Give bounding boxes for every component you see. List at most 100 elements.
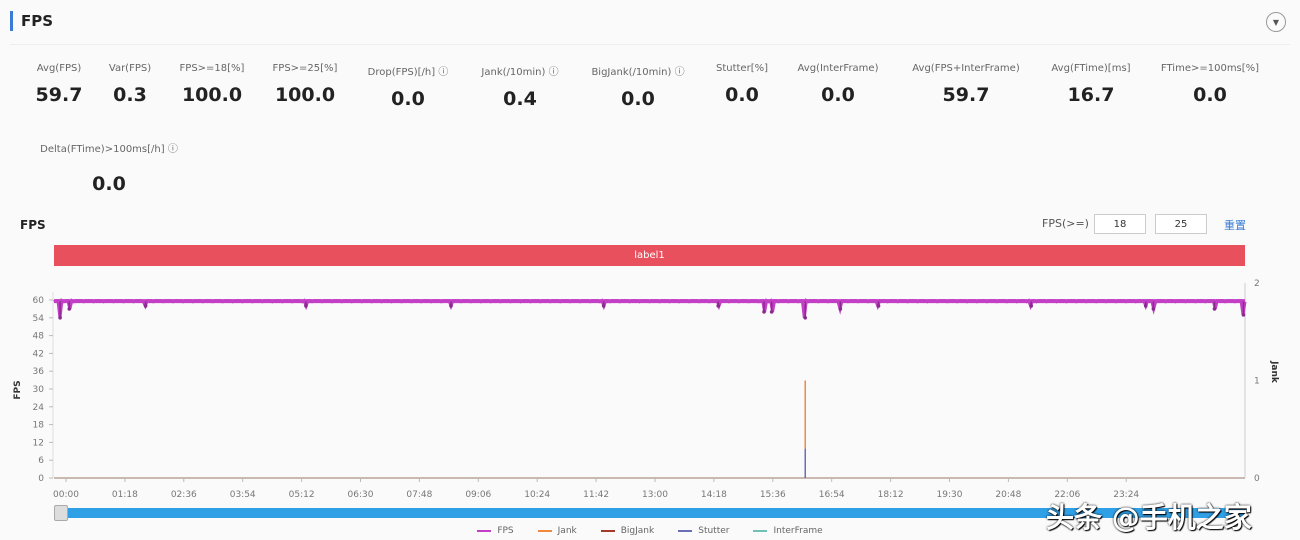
legend-label: BigJank bbox=[620, 526, 655, 536]
chart-legend: FPS Jank BigJank Stutter InterFrame bbox=[0, 526, 1300, 536]
y-tick-label: 54 bbox=[33, 314, 45, 324]
legend-item[interactable]: BigJank bbox=[600, 526, 655, 536]
metric-item: FPS>=25[%] 100.0 bbox=[273, 63, 338, 106]
legend-swatch bbox=[537, 529, 552, 532]
metric-label: Drop(FPS)[/h] ⓘ bbox=[367, 67, 449, 78]
legend-item[interactable]: FPS bbox=[477, 526, 514, 536]
metric-item: BigJank(/10min) ⓘ 0.0 bbox=[591, 63, 684, 110]
accent-bar bbox=[10, 11, 13, 31]
fps-dip-point bbox=[449, 304, 453, 308]
legend-swatch bbox=[753, 529, 768, 532]
y-tick-label: 60 bbox=[33, 296, 45, 306]
metric-value: 59.7 bbox=[35, 84, 83, 106]
x-tick-label: 15:36 bbox=[760, 490, 786, 500]
metric-item: Avg(FTime)[ms] 16.7 bbox=[1051, 63, 1130, 106]
x-tick-label: 13:00 bbox=[642, 490, 668, 500]
metric-value: 0.0 bbox=[391, 88, 425, 110]
x-tick-label: 16:54 bbox=[819, 490, 845, 500]
metric-item: FTime>=100ms[%] 0.0 bbox=[1161, 63, 1259, 106]
metric-item: Stutter[%] 0.0 bbox=[716, 63, 768, 106]
x-tick-label: 00:00 bbox=[53, 490, 79, 500]
fps-threshold-input-2[interactable] bbox=[1155, 214, 1207, 234]
metric-label: FPS>=25[%] bbox=[272, 63, 338, 74]
x-tick-label: 20:48 bbox=[995, 490, 1021, 500]
section-header: FPS bbox=[10, 10, 53, 32]
y-tick-label: 30 bbox=[33, 385, 45, 395]
y-tick-label: 36 bbox=[33, 367, 45, 377]
metric-value: 16.7 bbox=[1067, 84, 1115, 106]
fps-dip-point bbox=[143, 304, 148, 308]
metric-value: 100.0 bbox=[274, 84, 336, 106]
legend-label: Jank bbox=[557, 526, 577, 536]
metric-value: 0.0 bbox=[821, 84, 855, 106]
fps-dip-point bbox=[1029, 304, 1034, 308]
fps-dip-point bbox=[1241, 313, 1246, 317]
divider bbox=[10, 44, 1290, 45]
metric-label: FTime>=100ms[%] bbox=[1160, 63, 1260, 74]
x-tick-label: 22:06 bbox=[1054, 490, 1080, 500]
metric-item: Avg(InterFrame) 0.0 bbox=[798, 63, 879, 106]
metric-value: 0.0 bbox=[621, 88, 655, 110]
y-axis-label: FPS bbox=[13, 380, 23, 399]
fps-dip-point bbox=[58, 316, 62, 320]
metric-item: Drop(FPS)[/h] ⓘ 0.0 bbox=[368, 63, 449, 110]
x-tick-label: 09:06 bbox=[465, 490, 491, 500]
metric-item: FPS>=18[%] 100.0 bbox=[180, 63, 245, 106]
fps-threshold-input-1[interactable] bbox=[1094, 214, 1146, 234]
fps-dip-point bbox=[876, 304, 881, 308]
fps-dip-point bbox=[1143, 304, 1148, 308]
metric-value: 59.7 bbox=[942, 84, 990, 106]
fps-dip-point bbox=[838, 307, 843, 311]
y-tick-label: 6 bbox=[38, 456, 44, 466]
metric-label: Avg(FTime)[ms] bbox=[1051, 63, 1131, 74]
metric-value: 0.0 bbox=[725, 84, 759, 106]
x-tick-label: 06:30 bbox=[348, 490, 374, 500]
metric-value: 0.0 bbox=[92, 173, 126, 195]
x-tick-label: 23:24 bbox=[1113, 490, 1139, 500]
x-tick-label: 03:54 bbox=[230, 490, 256, 500]
y2-tick-label: 2 bbox=[1254, 279, 1260, 289]
watermark: 头条 @手机之家 bbox=[1046, 501, 1252, 534]
metric-label: Avg(FPS) bbox=[36, 63, 82, 74]
y-tick-label: 48 bbox=[33, 332, 45, 342]
time-range-slider[interactable] bbox=[54, 505, 1246, 521]
fps-filter-label: FPS(>=) bbox=[1042, 217, 1089, 230]
x-tick-label: 14:18 bbox=[701, 490, 727, 500]
y-tick-label: 42 bbox=[33, 349, 44, 359]
fps-dip-point bbox=[304, 304, 308, 308]
slider-handle[interactable] bbox=[54, 505, 68, 521]
fps-dip-point bbox=[1212, 307, 1217, 311]
x-tick-label: 18:12 bbox=[878, 490, 904, 500]
y-tick-label: 12 bbox=[33, 438, 44, 448]
legend-swatch bbox=[477, 529, 492, 532]
legend-label: FPS bbox=[497, 526, 514, 536]
metric-label: Stutter[%] bbox=[715, 63, 769, 74]
label-bar[interactable]: label1 bbox=[54, 245, 1245, 266]
legend-swatch bbox=[678, 529, 693, 532]
metric-value: 0.3 bbox=[113, 84, 147, 106]
y-tick-label: 24 bbox=[33, 403, 45, 413]
metric-value: 0.4 bbox=[503, 88, 537, 110]
fps-dip-point bbox=[67, 307, 72, 311]
legend-label: Stutter bbox=[698, 526, 730, 536]
y2-tick-label: 1 bbox=[1254, 377, 1260, 387]
legend-swatch bbox=[600, 529, 615, 532]
metric-label: Avg(FPS+InterFrame) bbox=[912, 63, 1020, 74]
metric-item: Avg(FPS+InterFrame) 59.7 bbox=[912, 63, 1019, 106]
chart-title: FPS bbox=[20, 218, 46, 232]
y-tick-label: 0 bbox=[38, 474, 44, 484]
legend-item[interactable]: Stutter bbox=[678, 526, 729, 536]
legend-item[interactable]: InterFrame bbox=[753, 526, 823, 536]
chevron-down-icon[interactable]: ▼ bbox=[1266, 12, 1286, 32]
metric-label: Jank(/10min) ⓘ bbox=[481, 67, 559, 78]
y2-axis-label: Jank bbox=[1269, 360, 1279, 384]
metric-item: Avg(FPS) 59.7 bbox=[36, 63, 83, 106]
fps-dip-point bbox=[803, 316, 808, 320]
fps-dip-point bbox=[601, 304, 606, 308]
legend-item[interactable]: Jank bbox=[537, 526, 577, 536]
metric-label: Delta(FTime)>100ms[/h] ⓘ bbox=[40, 144, 178, 155]
x-tick-label: 11:42 bbox=[583, 490, 609, 500]
reset-link[interactable]: 重置 bbox=[1224, 219, 1246, 232]
x-tick-label: 10:24 bbox=[524, 490, 550, 500]
